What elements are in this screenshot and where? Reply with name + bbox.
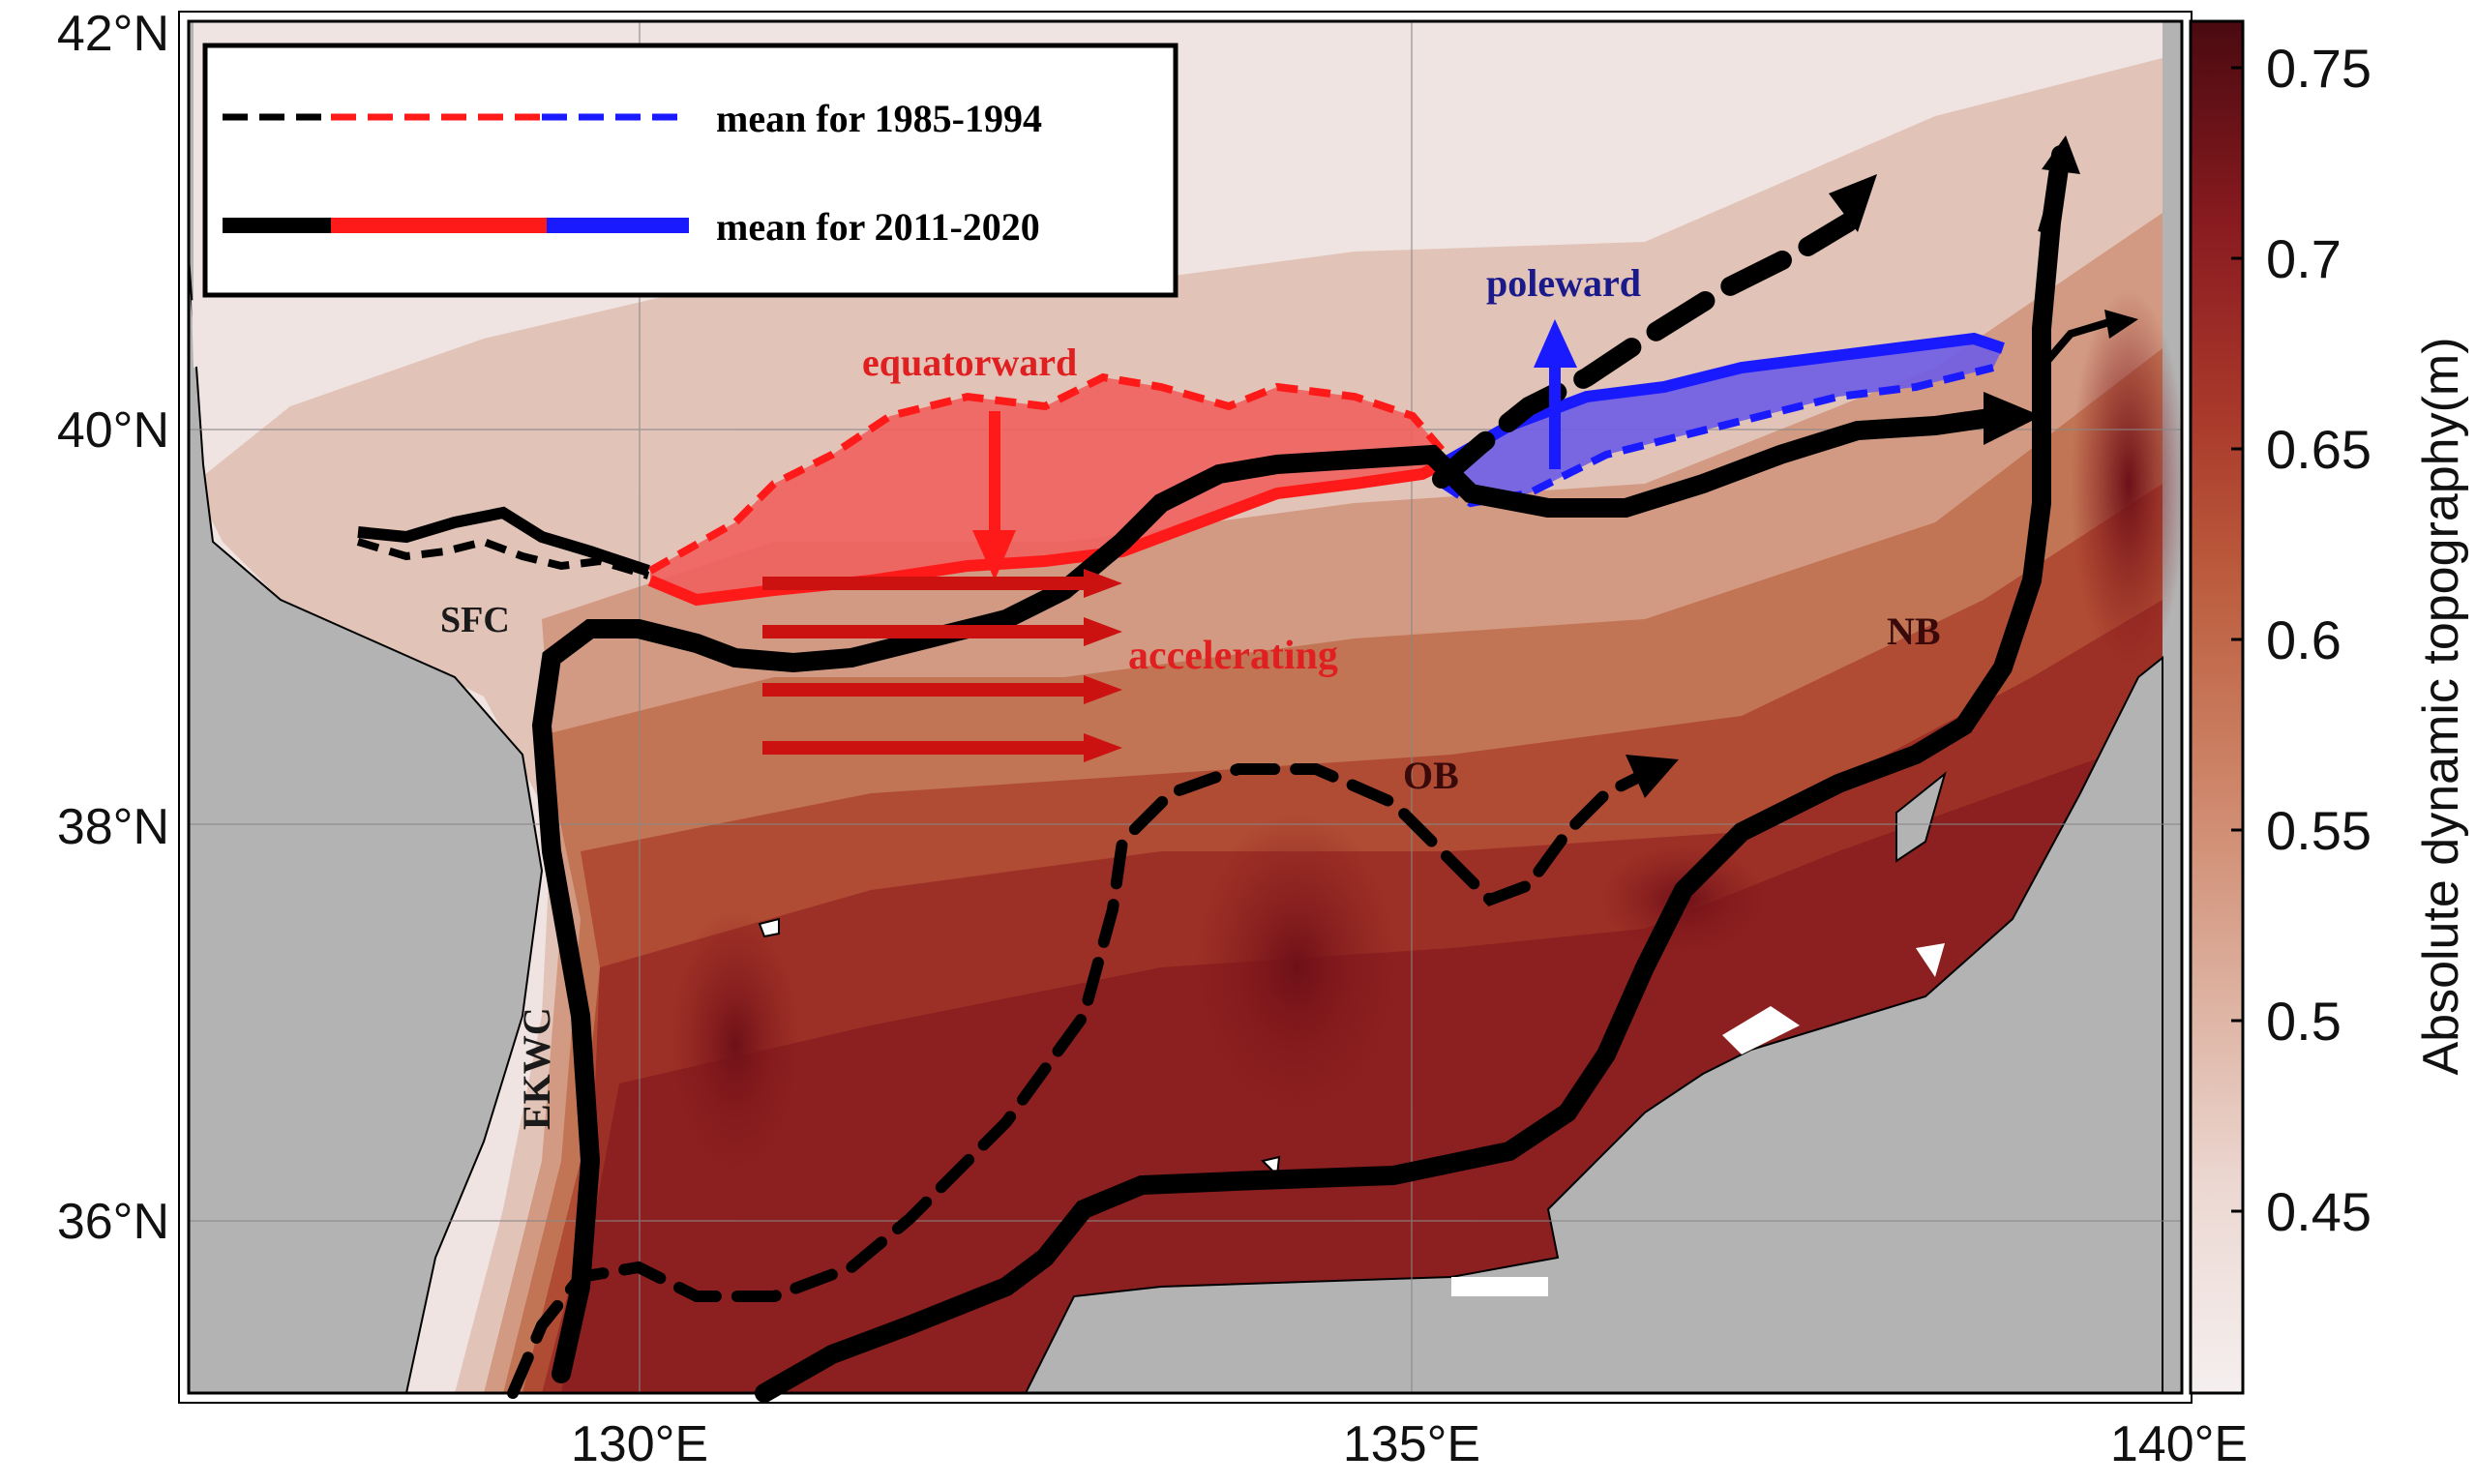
old-front-path [1432,213,1858,489]
lat-tick-38: 38°N [57,799,169,855]
blue-front-band [1439,332,2005,508]
colorbar-label: Absolute dynamic topography(m) [2413,337,2469,1075]
lat-tick-40: 40°N [57,402,169,459]
ekwc-path [531,406,2013,1383]
nb-path [755,145,2071,1403]
cb-tick-075: 0.75 [2266,38,2372,99]
cb-tick-055: 0.55 [2266,800,2372,861]
lon-tick-140: 140°E [2110,1416,2248,1472]
japan-land [1024,655,2163,1394]
lon-ticks: 130°E 135°E 140°E [571,1416,2248,1472]
sfc-label: SFC [440,600,510,640]
lon-tick-130: 130°E [571,1416,708,1472]
poleward-arrow [1534,319,1577,469]
nb-label: NB [1887,609,1941,653]
accelerating-label: accelerating [1128,634,1338,678]
lat-tick-36: 36°N [57,1194,169,1250]
equatorward-arrow [972,411,1016,580]
cb-tick-07: 0.7 [2266,228,2342,289]
ob-label: OB [1403,754,1459,797]
cb-tick-05: 0.5 [2266,991,2342,1052]
sfc-front-new [357,506,650,577]
colorbar: 0.75 0.7 0.65 0.6 0.55 0.5 0.45 Absolute… [2189,19,2469,1395]
ob-path [507,763,1651,1399]
cb-tick-06: 0.6 [2266,609,2342,670]
lat-tick-42: 42°N [57,6,169,62]
red-front-band [647,372,1446,607]
equatorward-label: equatorward [862,341,1077,384]
legend: mean for 1985-1994 mean for 2011-2020 [202,43,1178,298]
sfc-front-old [356,537,650,579]
cb-tick-045: 0.45 [2266,1181,2372,1242]
current-paths [356,135,2138,1403]
poleward-label: poleward [1486,261,1641,305]
ekwc-label: EKWC [515,1007,558,1130]
legend-dashed-label: mean for 1985-1994 [716,97,1042,140]
lat-ticks: 42°N 40°N 38°N 36°N [57,6,169,1250]
cb-tick-065: 0.65 [2266,419,2372,480]
legend-solid-label: mean for 2011-2020 [716,205,1040,249]
accelerating-arrows [762,569,1122,762]
lon-tick-135: 135°E [1343,1416,1480,1472]
